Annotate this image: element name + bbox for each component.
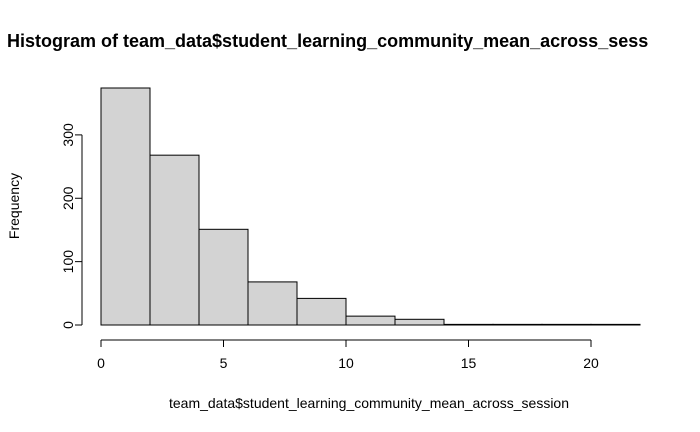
x-tick-label-4: 20: [583, 355, 599, 371]
y-axis: 0 100 200 300: [60, 123, 83, 329]
x-axis-label: team_data$student_learning_community_mea…: [169, 395, 569, 411]
histogram-bar-4: [296, 297, 347, 326]
x-axis: 0 5 10 15 20: [97, 339, 599, 371]
chart-title: Histogram of team_data$student_learning_…: [7, 31, 648, 51]
histogram-bar-5: [345, 315, 396, 326]
y-tick-label-2: 200: [60, 186, 76, 210]
histogram-bar-9: [541, 323, 592, 326]
y-axis-label: Frequency: [6, 173, 22, 239]
x-tick-label-0: 0: [97, 355, 105, 371]
x-tick-label-2: 10: [338, 355, 354, 371]
histogram-bar-1: [149, 154, 200, 326]
histogram-bar-10: [590, 323, 641, 326]
histogram-bar-8: [492, 323, 543, 326]
histogram-bar-3: [247, 281, 298, 326]
histogram-bar-6: [394, 318, 445, 326]
histogram-bar-7: [443, 323, 494, 326]
x-tick-label-3: 15: [461, 355, 477, 371]
histogram-bar-0: [100, 87, 151, 326]
y-tick-label-3: 300: [60, 123, 76, 147]
histogram-bar-2: [198, 228, 249, 326]
x-tick-label-1: 5: [220, 355, 228, 371]
y-tick-label-0: 0: [60, 321, 76, 329]
y-tick-label-1: 100: [60, 250, 76, 274]
bars-group: [100, 87, 641, 326]
